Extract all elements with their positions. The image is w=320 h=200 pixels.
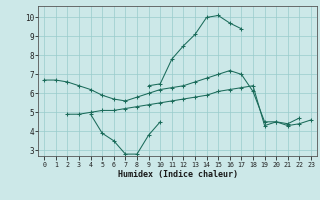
X-axis label: Humidex (Indice chaleur): Humidex (Indice chaleur) (118, 170, 238, 179)
